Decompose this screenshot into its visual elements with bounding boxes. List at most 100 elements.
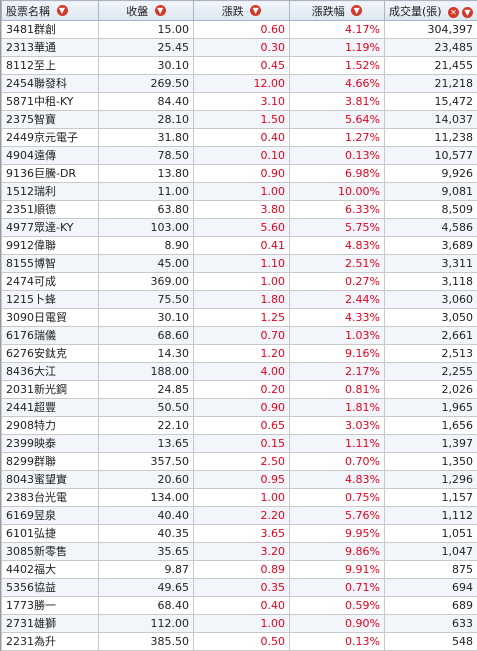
close-price-cell: 49.65 [99,579,194,597]
volume-cell: 3,060 [385,291,477,309]
stock-name-cell: 3481群創 [2,21,99,39]
stock-name-cell: 4977眾達-KY [2,219,99,237]
change-percent-cell: 4.83% [290,471,385,489]
volume-cell: 1,656 [385,417,477,435]
close-price-cell: 369.00 [99,273,194,291]
change-percent-cell: 0.13% [290,633,385,651]
change-cell: 0.20 [194,381,290,399]
header-volume[interactable]: 成交量(張) ✕▼ [385,1,477,21]
change-percent-cell: 9.16% [290,345,385,363]
volume-cell: 3,050 [385,309,477,327]
volume-cell: 875 [385,561,477,579]
volume-cell: 10,577 [385,147,477,165]
sort-down-icon[interactable]: ▼ [155,5,166,16]
stock-name-cell: 2908特力 [2,417,99,435]
close-price-cell: 30.10 [99,309,194,327]
volume-cell: 2,661 [385,327,477,345]
change-cell: 3.80 [194,201,290,219]
sort-down-icon[interactable]: ▼ [250,5,261,16]
volume-cell: 304,397 [385,21,477,39]
close-icon[interactable]: ✕ [448,7,459,18]
change-percent-cell: 1.81% [290,399,385,417]
volume-cell: 3,311 [385,255,477,273]
sort-down-icon[interactable]: ▼ [462,7,473,18]
volume-cell: 9,926 [385,165,477,183]
change-percent-cell: 3.81% [290,93,385,111]
volume-cell: 8,509 [385,201,477,219]
change-cell: 1.25 [194,309,290,327]
change-cell: 12.00 [194,75,290,93]
stock-name-cell: 2313華通 [2,39,99,57]
stock-name-cell: 1215卜蜂 [2,291,99,309]
stock-name-cell: 4402福大 [2,561,99,579]
volume-cell: 1,296 [385,471,477,489]
stock-name-cell: 2383台光電 [2,489,99,507]
header-pct[interactable]: 漲跌幅 ▼ [290,1,385,21]
change-cell: 0.40 [194,129,290,147]
close-price-cell: 134.00 [99,489,194,507]
stock-name-cell: 2031新光鋼 [2,381,99,399]
stock-name-cell: 5871中租-KY [2,93,99,111]
change-percent-cell: 0.27% [290,273,385,291]
change-percent-cell: 5.75% [290,219,385,237]
header-change[interactable]: 漲跌 ▼ [194,1,290,21]
header-close[interactable]: 收盤 ▼ [99,1,194,21]
stock-name-cell: 8043蜜望實 [2,471,99,489]
close-price-cell: 14.30 [99,345,194,363]
sort-down-icon[interactable]: ▼ [351,5,362,16]
volume-cell: 2,026 [385,381,477,399]
header-stock-name[interactable]: 股票名稱 ▼ [2,1,99,21]
close-price-cell: 25.45 [99,39,194,57]
change-percent-cell: 4.83% [290,237,385,255]
change-percent-cell: 0.81% [290,381,385,399]
volume-cell: 689 [385,597,477,615]
change-cell: 1.00 [194,183,290,201]
change-cell: 0.65 [194,417,290,435]
sort-down-icon[interactable]: ▼ [57,5,68,16]
close-price-cell: 22.10 [99,417,194,435]
volume-cell: 9,081 [385,183,477,201]
change-cell: 1.20 [194,345,290,363]
volume-cell: 11,238 [385,129,477,147]
change-cell: 1.80 [194,291,290,309]
change-cell: 0.10 [194,147,290,165]
change-cell: 0.95 [194,471,290,489]
stock-name-cell: 1512瑞利 [2,183,99,201]
